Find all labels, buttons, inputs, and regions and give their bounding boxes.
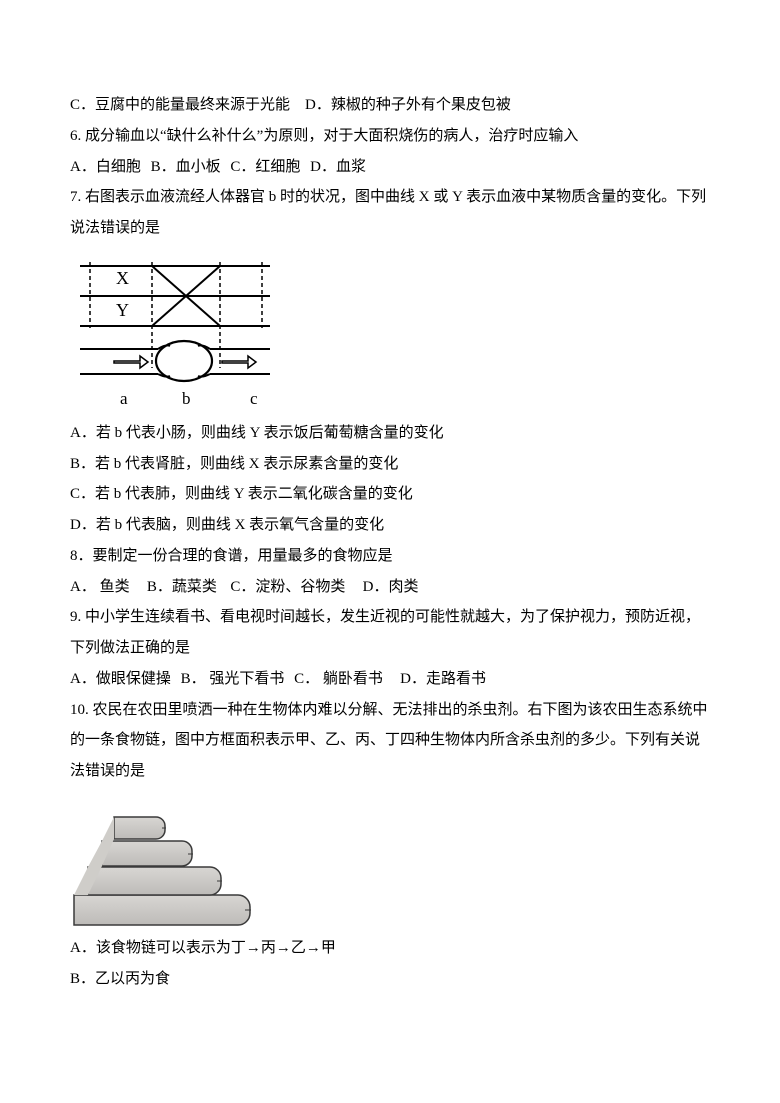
- q7-option-c: C．若 b 代表肺，则曲线 Y 表示二氧化碳含量的变化: [70, 479, 710, 510]
- q9-option-a: A．做眼保健操: [70, 671, 171, 687]
- q8-stem: 8．要制定一份合理的食谱，用量最多的食物应是: [70, 541, 710, 572]
- svg-text:b: b: [182, 389, 191, 408]
- q6-stem: 6. 成分输血以“缺什么补什么”为原则，对于大面积烧伤的病人，治疗时应输入: [70, 121, 710, 152]
- q9-options: A．做眼保健操 B． 强光下看书 C． 躺卧看书 D．走路看书: [70, 664, 710, 695]
- svg-text:a: a: [120, 389, 128, 408]
- q9-option-b: B． 强光下看书: [181, 671, 285, 687]
- q7-option-b: B．若 b 代表肾脏，则曲线 X 表示尿素含量的变化: [70, 449, 710, 480]
- q8-option-b: B．蔬菜类: [147, 579, 217, 595]
- q9-option-d: D．走路看书: [400, 671, 486, 687]
- q9-option-c: C． 躺卧看书: [294, 671, 383, 687]
- q5-option-c: C．豆腐中的能量最终来源于光能: [70, 97, 290, 113]
- q10-option-a: A．该食物链可以表示为丁→丙→乙→甲: [70, 933, 710, 964]
- q6-options: A．白细胞 B．血小板 C．红细胞 D．血浆: [70, 152, 710, 183]
- q5-option-d: D．辣椒的种子外有个果皮包被: [305, 97, 511, 113]
- q10-option-b: B．乙以丙为食: [70, 964, 710, 995]
- q8-option-d: D．肉类: [363, 579, 419, 595]
- q7-figure: X Y a b c: [70, 254, 710, 414]
- q10-stem: 10. 农民在农田里喷洒一种在生物体内难以分解、无法排出的杀虫剂。右下图为该农田…: [70, 695, 710, 787]
- q7-option-d: D．若 b 代表脑，则曲线 X 表示氧气含量的变化: [70, 510, 710, 541]
- svg-text:X: X: [116, 268, 129, 288]
- q10-figure: [70, 797, 710, 927]
- q7-option-a: A．若 b 代表小肠，则曲线 Y 表示饭后葡萄糖含量的变化: [70, 418, 710, 449]
- q8-options: A． 鱼类 B．蔬菜类 C．淀粉、谷物类 D．肉类: [70, 572, 710, 603]
- q6-option-c: C．红细胞: [230, 159, 300, 175]
- q5-options-cd: C．豆腐中的能量最终来源于光能 D．辣椒的种子外有个果皮包被: [70, 90, 710, 121]
- q7-stem: 7. 右图表示血液流经人体器官 b 时的状况，图中曲线 X 或 Y 表示血液中某…: [70, 182, 710, 244]
- svg-text:c: c: [250, 389, 258, 408]
- svg-text:Y: Y: [116, 300, 129, 320]
- q6-option-a: A．白细胞: [70, 159, 141, 175]
- q8-option-a: A． 鱼类: [70, 579, 130, 595]
- exam-page: C．豆腐中的能量最终来源于光能 D．辣椒的种子外有个果皮包被 6. 成分输血以“…: [0, 0, 780, 1054]
- q8-option-c: C．淀粉、谷物类: [230, 579, 345, 595]
- q9-stem: 9. 中小学生连续看书、看电视时间越长，发生近视的可能性就越大，为了保护视力，预…: [70, 602, 710, 664]
- q6-option-d: D．血浆: [310, 159, 366, 175]
- q6-option-b: B．血小板: [151, 159, 221, 175]
